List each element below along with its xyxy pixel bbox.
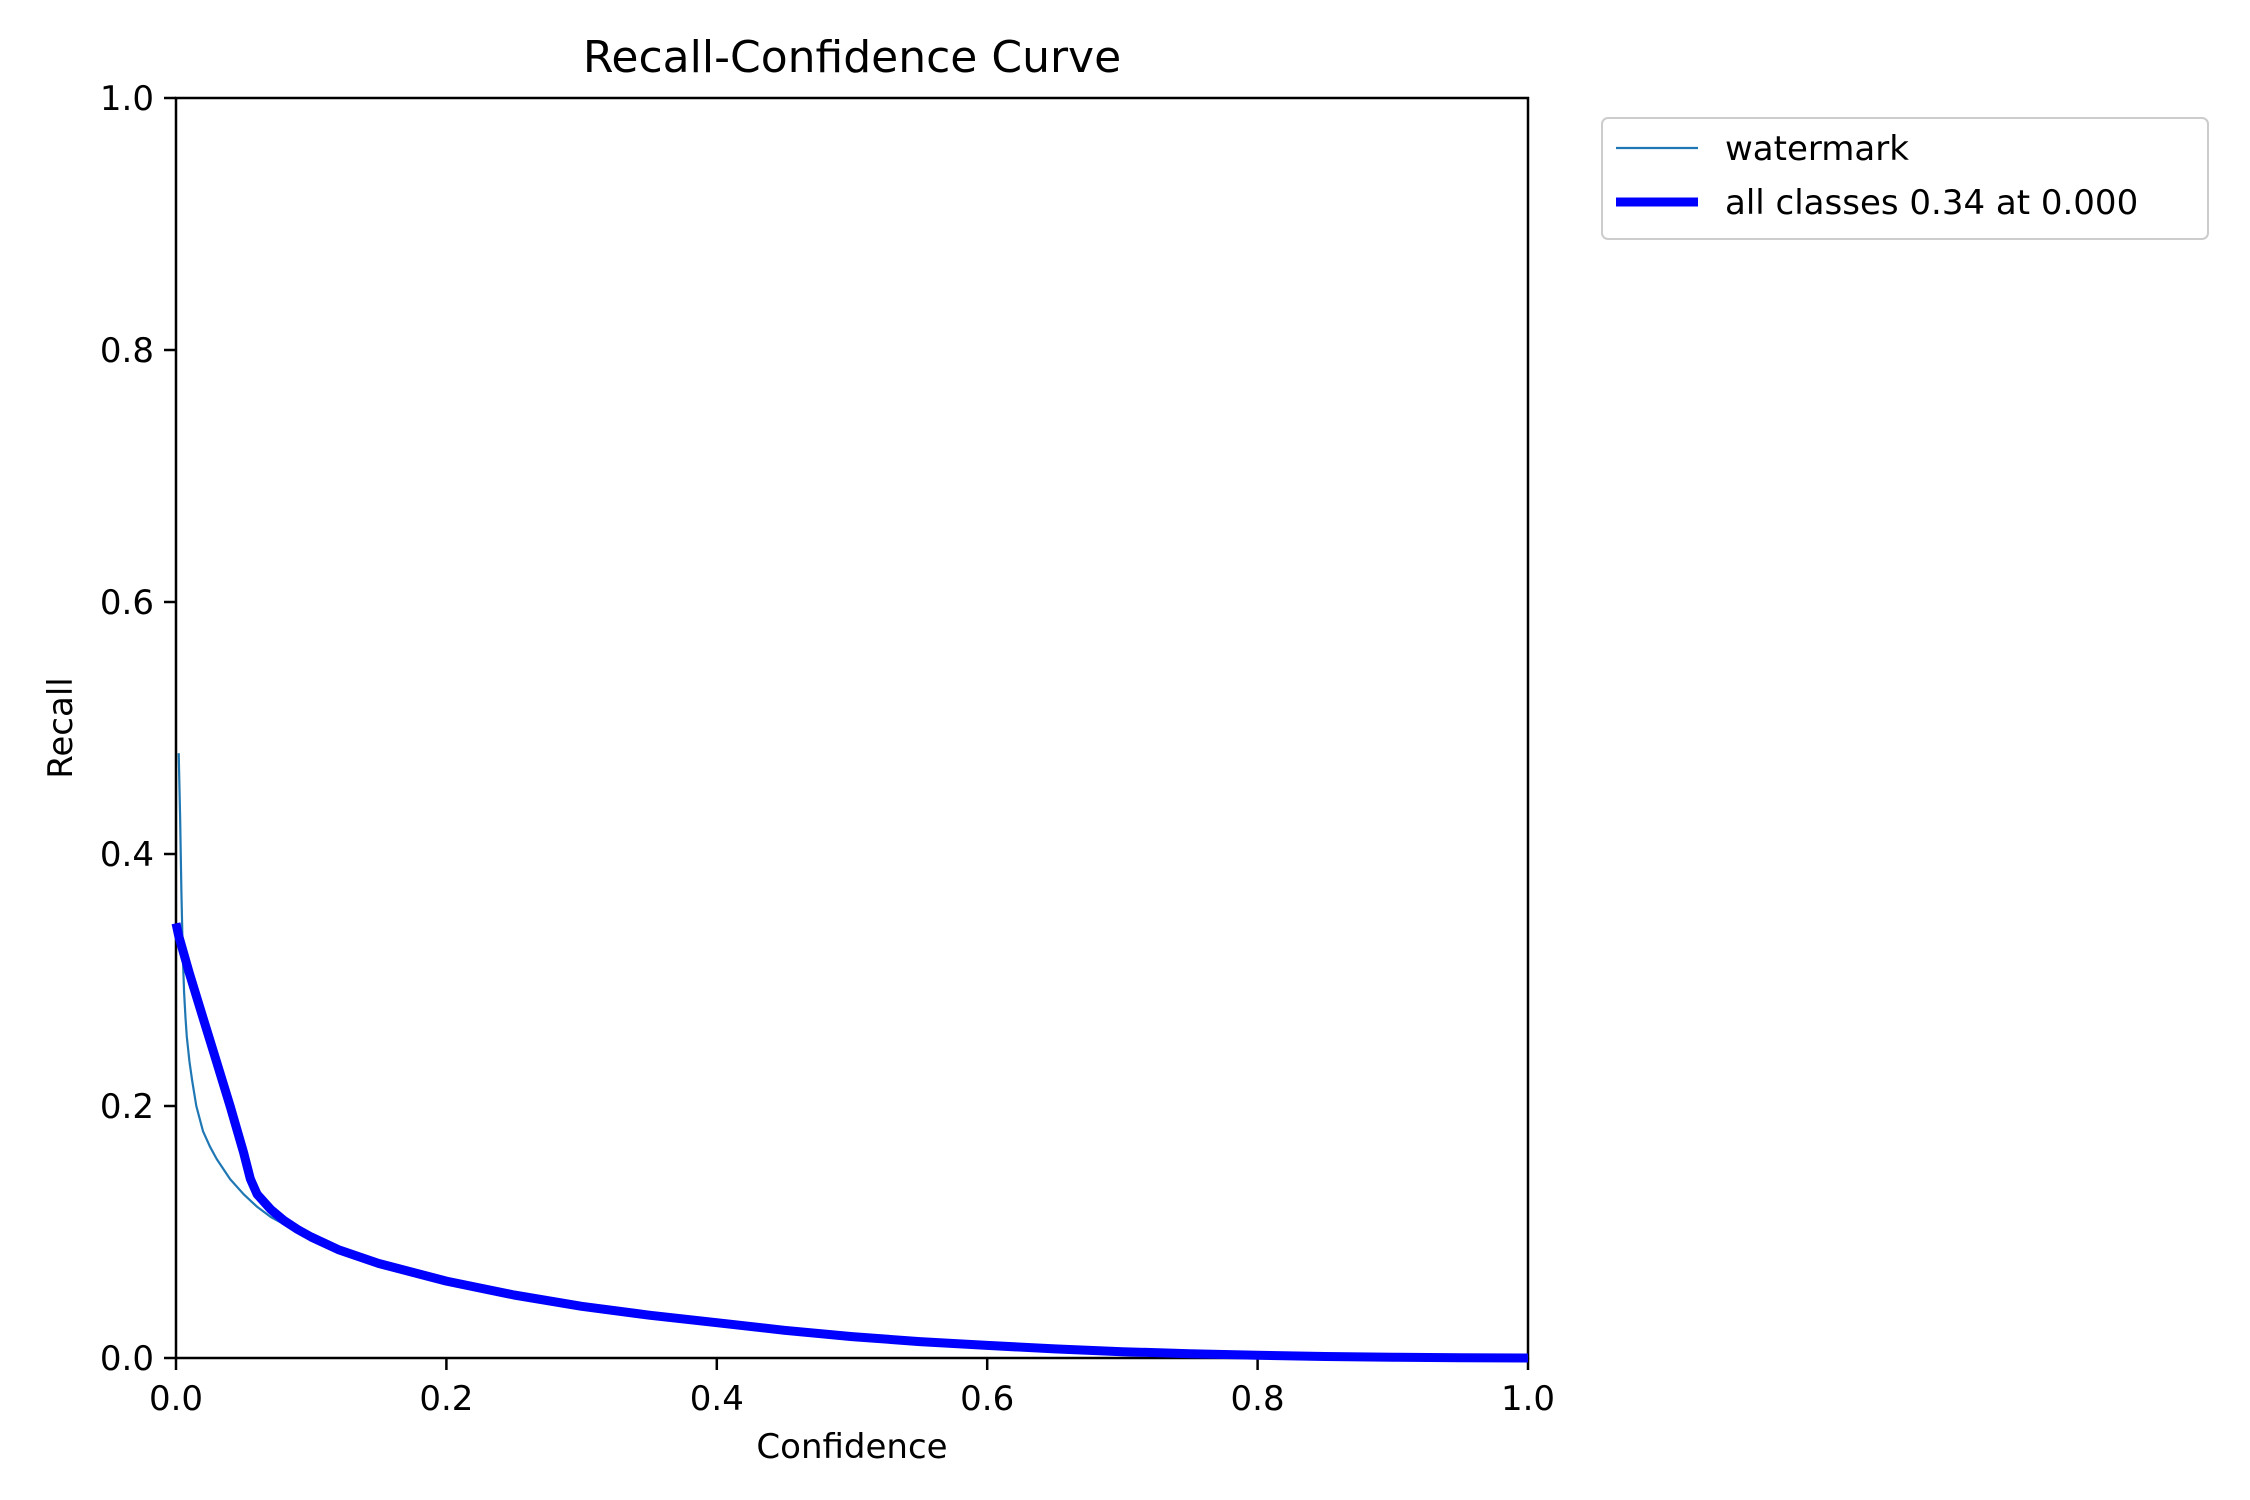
y-axis-label: Recall <box>41 677 81 778</box>
series-line-all-classes <box>171 922 1529 1363</box>
chart-title: Recall-Confidence Curve <box>583 32 1121 83</box>
y-tick-label: 0.0 <box>100 1339 154 1379</box>
x-tick-label: 0.8 <box>1231 1379 1285 1419</box>
y-tick-label: 0.8 <box>100 331 154 371</box>
plot-frame <box>174 96 1530 1360</box>
y-tick-label: 0.6 <box>100 583 154 623</box>
x-tick-label: 0.0 <box>149 1379 203 1419</box>
y-tick-label: 0.4 <box>100 835 154 875</box>
series-layer <box>171 753 1529 1363</box>
y-axis-ticks: 0.0 0.2 0.4 0.6 0.8 1.0 <box>100 79 176 1379</box>
x-tick-label: 0.4 <box>690 1379 744 1419</box>
x-axis-label: Confidence <box>756 1427 947 1467</box>
legend-frame <box>1601 117 2209 240</box>
x-tick-label: 0.2 <box>419 1379 473 1419</box>
legend-label-watermark: watermark <box>1725 129 1909 169</box>
y-tick-label: 0.2 <box>100 1087 154 1127</box>
x-tick-label: 1.0 <box>1501 1379 1555 1419</box>
y-tick-label: 1.0 <box>100 79 154 119</box>
legend: watermark all classes 0.34 at 0.000 <box>1601 117 2209 240</box>
legend-label-all-classes: all classes 0.34 at 0.000 <box>1725 183 2138 223</box>
plot-area: 0.0 0.2 0.4 0.6 0.8 1.0 0.0 0.2 0.4 0.6 0.8 1.0 <box>100 79 1555 1419</box>
x-tick-label: 0.6 <box>960 1379 1014 1419</box>
x-axis-ticks: 0.0 0.2 0.4 0.6 0.8 1.0 <box>149 1358 1555 1419</box>
